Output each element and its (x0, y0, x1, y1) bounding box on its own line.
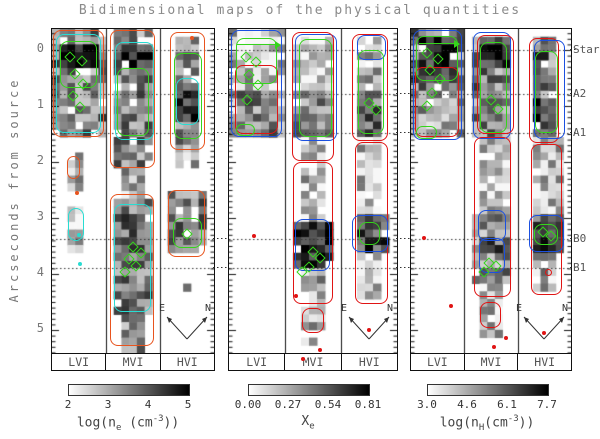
y-axis-label: Arcseconds from source (7, 77, 21, 303)
reference-line-segment (213, 93, 228, 94)
reference-line-segment (570, 49, 578, 50)
column-label-lvi: LVI (426, 355, 448, 369)
colorbar-title-hydrogen_density: log(nH(cm-3)) (440, 414, 535, 433)
colorbar-tick-label: 4 (144, 398, 152, 411)
colorbar-tick-label: 0.81 (354, 398, 382, 411)
dot-marker (78, 261, 83, 266)
colorbar-ionization_fraction (248, 384, 370, 396)
colorbar-tick-label: 4.6 (457, 398, 477, 411)
reference-line-segment (396, 238, 411, 239)
colorbar-electron_density (68, 384, 190, 396)
colorbar-tick-label: 3 (104, 398, 112, 411)
dot-marker (190, 35, 195, 40)
reference-line-segment (213, 132, 228, 133)
reference-line-segment (570, 132, 578, 133)
map-panel-hydrogen_density: LVI MVI HVI E N (410, 28, 572, 371)
reference-line-segment (570, 238, 578, 239)
y-axis-tick-label: 2 (36, 153, 44, 167)
column-label-strip: LVI MVI HVI (229, 353, 397, 370)
colorbar-hydrogen_density (427, 384, 549, 396)
y-axis-tick-label: 4 (36, 265, 44, 279)
dot-marker (294, 294, 299, 299)
green-arrow (419, 42, 457, 44)
colorbar-tick-label: 5 (184, 398, 192, 411)
colorbar-title-part: (cm (484, 415, 508, 431)
colorbar-tick-label: 3.0 (417, 398, 437, 411)
column-label-mvi: MVI (463, 354, 518, 370)
dot-marker (449, 304, 453, 309)
colorbar-tick-label: 7.7 (537, 398, 557, 411)
green-arrow (237, 44, 277, 46)
colorbar-title-part: e (309, 421, 315, 432)
map-panel-ionization_fraction: LVI MVI HVI E N (228, 28, 398, 371)
reference-label-a1: A1 (573, 126, 587, 139)
colorbar-title-part: -3 (507, 414, 519, 424)
column-label-lvi: LVI (246, 355, 268, 369)
y-axis-tick-label: 1 (36, 97, 44, 111)
colorbar-tick-label: 0.27 (274, 398, 302, 411)
dot-marker (74, 190, 79, 195)
heatmap-canvas-ionization_fraction (229, 29, 397, 353)
reference-line-segment (213, 49, 228, 50)
dot-marker (367, 328, 371, 332)
colorbar-title-electron_density: log(ne (cm-3)) (77, 414, 179, 433)
heatmap-canvas-hydrogen_density (411, 29, 571, 353)
dot-marker (317, 347, 322, 352)
column-label-strip: LVI MVI HVI (52, 353, 214, 370)
colorbar-title-ionization_fraction: Xe (301, 414, 314, 432)
y-axis-tick-label: 5 (36, 321, 44, 335)
reference-label-b0: B0 (573, 232, 587, 245)
figure-title: Bidimensional maps of the physical quant… (78, 3, 522, 18)
reference-line-segment (396, 267, 411, 268)
colorbar-title-part: (cm (121, 415, 153, 431)
colorbar-title-part: log(n (76, 415, 116, 431)
column-label-mvi: MVI (284, 354, 340, 370)
reference-line-segment (396, 93, 411, 94)
reference-line-segment (213, 238, 228, 239)
dot-marker (422, 236, 427, 241)
colorbar-tick-label: 6.1 (497, 398, 517, 411)
column-label-strip: LVI MVI HVI (411, 353, 571, 370)
reference-line-segment (396, 132, 411, 133)
reference-label-a2: A2 (573, 87, 587, 100)
y-axis-tick-label: 0 (36, 41, 44, 55)
reference-line-segment (570, 267, 578, 268)
dot-marker (301, 357, 306, 362)
colorbar-title-part: )) (163, 415, 180, 431)
green-arrow-head (274, 41, 281, 50)
column-label-mvi: MVI (105, 354, 159, 370)
dot-marker (503, 335, 508, 340)
green-arrow-head (454, 39, 461, 48)
reference-line-segment (570, 93, 578, 94)
colorbar-tick-label: 0.54 (314, 398, 342, 411)
reference-line-segment (396, 49, 411, 50)
colorbar-title-part: e (115, 422, 122, 433)
colorbar-tick-label: 2 (64, 398, 72, 411)
reference-line-segment (213, 267, 228, 268)
colorbar-title-part: X (301, 414, 310, 429)
reference-label-star: Star (573, 43, 600, 56)
colorbar-tick-label: 0.00 (234, 398, 262, 411)
reference-label-b1: B1 (573, 261, 587, 274)
colorbar-title-part: )) (518, 415, 535, 431)
dot-marker (77, 232, 81, 237)
colorbar-title-part: log(n (439, 415, 479, 431)
column-label-lvi: LVI (68, 355, 90, 369)
map-panel-electron_density: LVI MVI HVI E N (51, 28, 215, 371)
colorbar-title-part: H (478, 422, 485, 433)
dot-marker (545, 269, 552, 277)
dot-marker (491, 344, 496, 349)
column-label-hvi: HVI (340, 354, 397, 370)
column-label-hvi: HVI (159, 354, 214, 370)
dot-marker (251, 233, 256, 238)
y-axis-tick-label: 3 (36, 209, 44, 223)
colorbar-title-part: -3 (152, 414, 164, 424)
column-label-hvi: HVI (517, 354, 571, 370)
